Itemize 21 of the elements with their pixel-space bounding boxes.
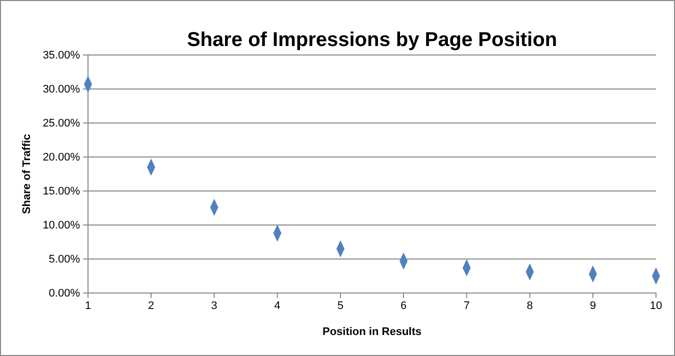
x-tick-label: 10 <box>650 300 662 312</box>
y-tick-label: 15.00% <box>42 186 80 198</box>
y-tick-label: 20.00% <box>42 152 80 164</box>
y-tick-label: 30.00% <box>42 84 80 96</box>
y-tick-label: 25.00% <box>42 118 80 130</box>
x-tick-label: 5 <box>337 300 344 312</box>
chart-title: Share of Impressions by Page Position <box>186 29 558 51</box>
y-tick-label: 5.00% <box>48 254 80 266</box>
x-tick-label: 2 <box>148 300 154 312</box>
x-tick-label: 1 <box>84 300 92 312</box>
x-tick-label: 8 <box>526 300 533 312</box>
y-tick-label: 35.00% <box>42 50 80 62</box>
y-tick-label: 10.00% <box>42 220 80 232</box>
y-axis-title: Share of Traffic <box>21 134 33 214</box>
x-tick-label: 6 <box>400 300 407 312</box>
y-tick-label: 0.00% <box>48 288 80 300</box>
x-tick-label: 4 <box>274 300 280 312</box>
x-axis-title: Position in Results <box>322 326 422 338</box>
x-tick-label: 7 <box>464 300 470 312</box>
x-tick-label: 9 <box>590 300 596 312</box>
x-tick-label: 3 <box>211 300 218 312</box>
